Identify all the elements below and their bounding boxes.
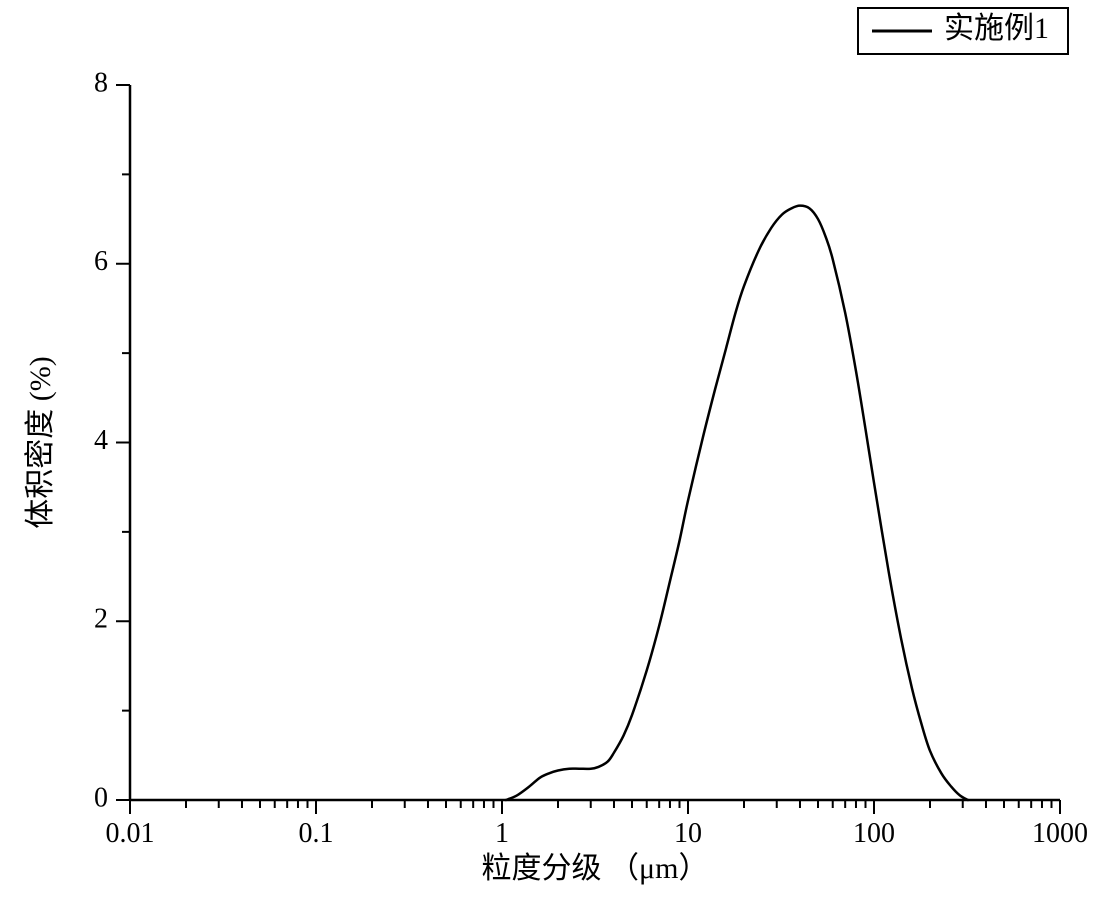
x-axis-label: 粒度分级 （μm）	[482, 852, 709, 885]
y-tick-label: 4	[94, 425, 108, 456]
x-tick-label: 100	[853, 818, 895, 849]
y-axis-label: 体积密度 (%)	[24, 356, 57, 528]
y-tick-label: 2	[94, 604, 108, 635]
x-tick-label: 1000	[1032, 818, 1088, 849]
x-tick-label: 0.01	[106, 818, 155, 849]
chart-container: 0 2 4 6 8 0.01 0.1 1 10 100 1000 粒度分级 （μm） 体积密度 (%) 实…	[0, 0, 1099, 924]
y-tick-label: 0	[94, 782, 108, 813]
legend-label: 实施例1	[944, 12, 1049, 45]
x-tick-label: 0.1	[299, 818, 334, 849]
x-tick-label: 1	[495, 818, 509, 849]
x-tick-label: 10	[674, 818, 702, 849]
y-tick-label: 8	[94, 67, 108, 98]
y-tick-label: 6	[94, 246, 108, 277]
